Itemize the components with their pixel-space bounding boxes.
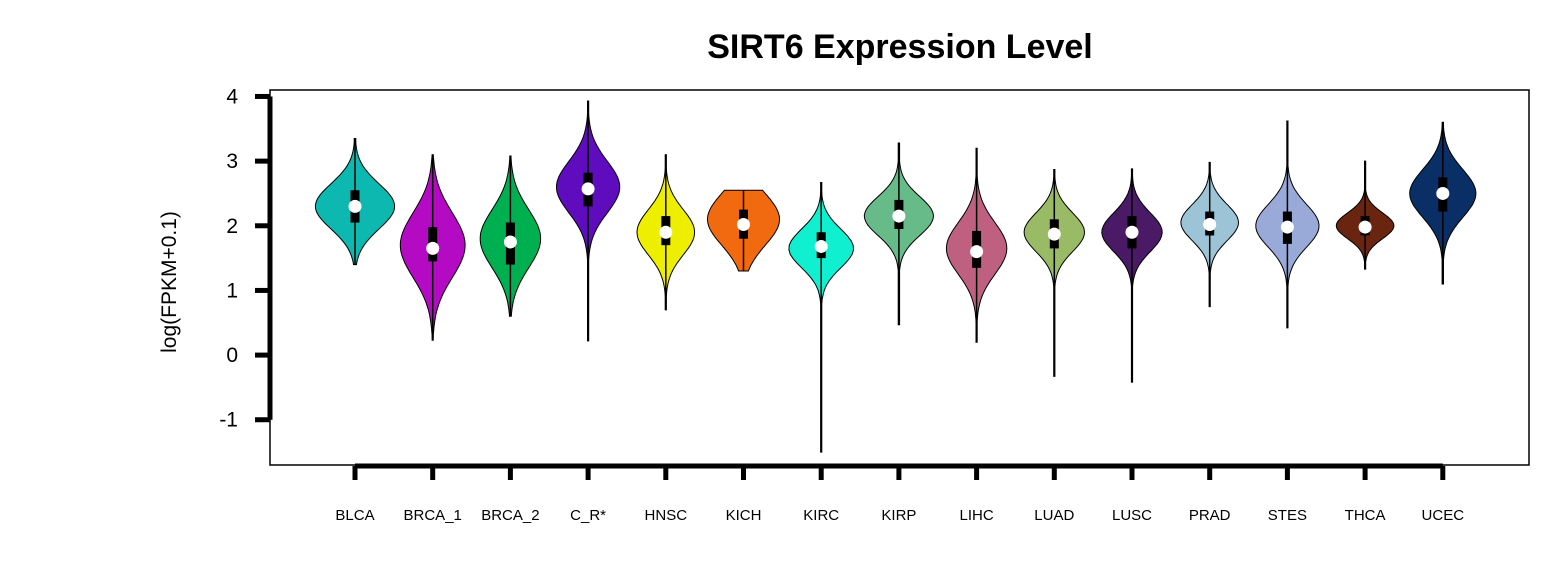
x-tick-label: BRCA_1 — [404, 507, 462, 524]
violin-median-point — [1358, 220, 1372, 234]
violin-median-point — [1125, 225, 1139, 239]
y-tick-label: 1 — [226, 279, 238, 302]
x-tick-label: BLCA — [335, 507, 374, 524]
violin-brca-2 — [479, 155, 542, 317]
violin-ucec — [1409, 121, 1477, 285]
y-axis: -1 0 1 2 3 4 — [219, 85, 273, 432]
violin-kirc — [788, 181, 855, 453]
x-tick-label: KICH — [726, 507, 762, 524]
y-tick-label: 4 — [226, 85, 238, 108]
violin-brca-1 — [399, 154, 466, 341]
x-tick-label: HNSC — [645, 507, 688, 524]
violin-median-point — [814, 239, 828, 253]
violin-median-point — [892, 209, 906, 223]
chart-title: SIRT6 Expression Level — [707, 28, 1093, 66]
x-tick-label: THCA — [1345, 507, 1386, 524]
violin-median-point — [503, 235, 517, 249]
y-tick-label: 2 — [226, 215, 238, 238]
violin-median-point — [581, 182, 595, 196]
x-axis: BLCA BRCA_1 BRCA_2 C_R* HNSC KICH KIRC KIRP LIHC… — [335, 463, 1465, 524]
violin-c-r- — [556, 100, 621, 342]
x-tick-label: STES — [1268, 507, 1307, 524]
violin-group — [314, 100, 1477, 453]
violin-luad — [1023, 168, 1086, 377]
x-tick-label: LUAD — [1034, 507, 1074, 524]
violin-median-point — [737, 217, 750, 231]
x-tick-label: BRCA_2 — [481, 507, 539, 524]
x-tick-label: UCEC — [1422, 507, 1465, 524]
violin-kirp — [863, 142, 935, 326]
y-tick-label: 3 — [226, 150, 238, 173]
violin-stes — [1255, 120, 1320, 329]
x-tick-label: LIHC — [960, 507, 994, 524]
violin-hnsc — [636, 154, 696, 311]
violin-thca — [1335, 160, 1395, 270]
violin-median-point — [426, 241, 440, 255]
violin-kich — [707, 189, 780, 272]
violin-median-point — [970, 245, 984, 259]
violin-median-point — [659, 225, 673, 239]
violin-blca — [314, 137, 396, 266]
x-tick-label: KIRP — [881, 507, 916, 524]
y-tick-label: -1 — [219, 409, 238, 432]
x-tick-label: LUSC — [1112, 507, 1152, 524]
violin-median-point — [1436, 186, 1450, 200]
violin-median-point — [1280, 220, 1294, 234]
x-tick-label: PRAD — [1189, 507, 1231, 524]
violin-prad — [1180, 161, 1240, 308]
y-axis-label: log(FPKM+0.1) — [158, 211, 181, 353]
violin-median-point — [348, 199, 362, 213]
violin-median-point — [1047, 227, 1061, 241]
x-tick-label: KIRC — [803, 507, 839, 524]
violin-lusc — [1101, 168, 1163, 383]
x-tick-label: C_R* — [570, 507, 606, 524]
violin-lihc — [945, 147, 1008, 343]
y-tick-label: 0 — [226, 344, 238, 367]
violin-median-point — [1203, 217, 1217, 231]
